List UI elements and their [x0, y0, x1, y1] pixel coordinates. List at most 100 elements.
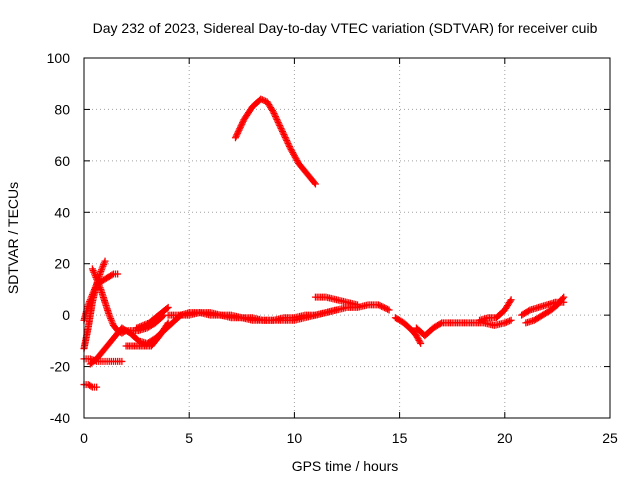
- series-arc-l: [391, 314, 425, 347]
- data-point: [507, 316, 515, 324]
- data-point: [287, 146, 295, 154]
- data-point: [507, 296, 515, 304]
- data-point: [93, 383, 101, 391]
- data-point: [270, 110, 278, 117]
- data-point: [276, 123, 284, 131]
- y-tick-label: 40: [54, 204, 70, 220]
- series-arc-h: [80, 381, 101, 391]
- data-point: [234, 129, 242, 137]
- data-point: [236, 123, 244, 131]
- data-point: [525, 307, 533, 315]
- data-point: [272, 114, 280, 122]
- data-markers: [80, 95, 568, 391]
- grid: [84, 58, 610, 418]
- x-tick-label: 0: [80, 430, 88, 446]
- data-point: [275, 120, 283, 128]
- axis-ticks: 0 5 10 15 20 25 -40 -20 0 20 40 60 80 100: [47, 50, 618, 446]
- data-point: [278, 126, 286, 134]
- x-axis-label: GPS time / hours: [292, 458, 399, 474]
- data-point: [436, 320, 444, 328]
- y-axis-label: SDTVAR / TECUs: [5, 182, 21, 294]
- x-tick-label: 5: [185, 430, 193, 446]
- data-point: [237, 122, 245, 130]
- data-point: [274, 119, 282, 126]
- data-point: [274, 117, 282, 125]
- series-arc-j: [185, 301, 393, 324]
- data-point: [283, 138, 291, 146]
- data-point: [417, 339, 425, 347]
- data-point: [506, 297, 514, 305]
- data-point: [282, 135, 290, 143]
- data-point: [231, 134, 239, 142]
- data-point: [286, 144, 294, 152]
- data-point: [283, 137, 291, 144]
- series-arc-p: [518, 298, 568, 319]
- data-point: [416, 338, 424, 346]
- data-point: [277, 125, 285, 132]
- y-tick-label: -20: [50, 359, 70, 375]
- data-point: [271, 113, 279, 120]
- data-point: [164, 303, 172, 311]
- data-point: [290, 152, 298, 160]
- series-arc-n: [476, 296, 515, 324]
- data-point: [233, 131, 241, 139]
- y-tick-label: 80: [54, 101, 70, 117]
- y-tick-label: 60: [54, 153, 70, 169]
- x-tick-label: 10: [287, 430, 303, 446]
- data-point: [238, 120, 246, 128]
- x-tick-label: 15: [392, 430, 408, 446]
- data-point: [354, 301, 362, 309]
- data-point: [101, 257, 109, 265]
- data-point: [108, 271, 116, 279]
- y-tick-label: -40: [50, 410, 70, 426]
- chart-title: Day 232 of 2023, Sidereal Day-to-day VTE…: [93, 20, 598, 36]
- data-point: [379, 303, 387, 311]
- data-point: [276, 122, 284, 129]
- data-point: [375, 301, 383, 309]
- data-point: [269, 108, 277, 116]
- data-point: [310, 179, 318, 187]
- data-point: [291, 153, 299, 161]
- data-point: [285, 143, 293, 150]
- data-point: [378, 302, 386, 310]
- data-point: [163, 320, 171, 328]
- data-point: [284, 140, 292, 147]
- data-point: [114, 270, 122, 278]
- data-point: [273, 116, 281, 123]
- data-point: [271, 111, 279, 119]
- data-point: [382, 305, 390, 313]
- x-tick-label: 25: [602, 430, 618, 446]
- data-point: [376, 302, 384, 310]
- data-point: [412, 332, 420, 340]
- series-arc-g: [133, 303, 172, 332]
- data-point: [232, 132, 240, 140]
- series-arc-f: [122, 319, 172, 350]
- y-tick-label: 20: [54, 256, 70, 272]
- data-point: [163, 304, 171, 312]
- data-point: [239, 119, 247, 127]
- data-point: [381, 304, 389, 312]
- series-arc-k: [311, 293, 362, 309]
- data-point: [281, 132, 289, 140]
- data-point: [415, 336, 423, 344]
- data-point: [280, 131, 288, 138]
- data-point: [285, 141, 293, 149]
- data-point: [87, 382, 95, 390]
- data-point: [234, 128, 242, 136]
- data-point: [236, 125, 244, 133]
- data-point: [384, 305, 392, 313]
- data-point: [278, 128, 286, 135]
- data-point: [289, 149, 297, 157]
- data-point: [293, 156, 301, 164]
- y-tick-label: 100: [47, 50, 71, 66]
- series-arc-e: [80, 355, 126, 365]
- data-point: [235, 126, 243, 134]
- data-point: [413, 333, 421, 341]
- data-point: [281, 134, 289, 141]
- series-arc-m: [412, 316, 515, 340]
- data-point: [560, 298, 568, 306]
- data-point: [279, 129, 287, 137]
- y-tick-label: 0: [62, 307, 70, 323]
